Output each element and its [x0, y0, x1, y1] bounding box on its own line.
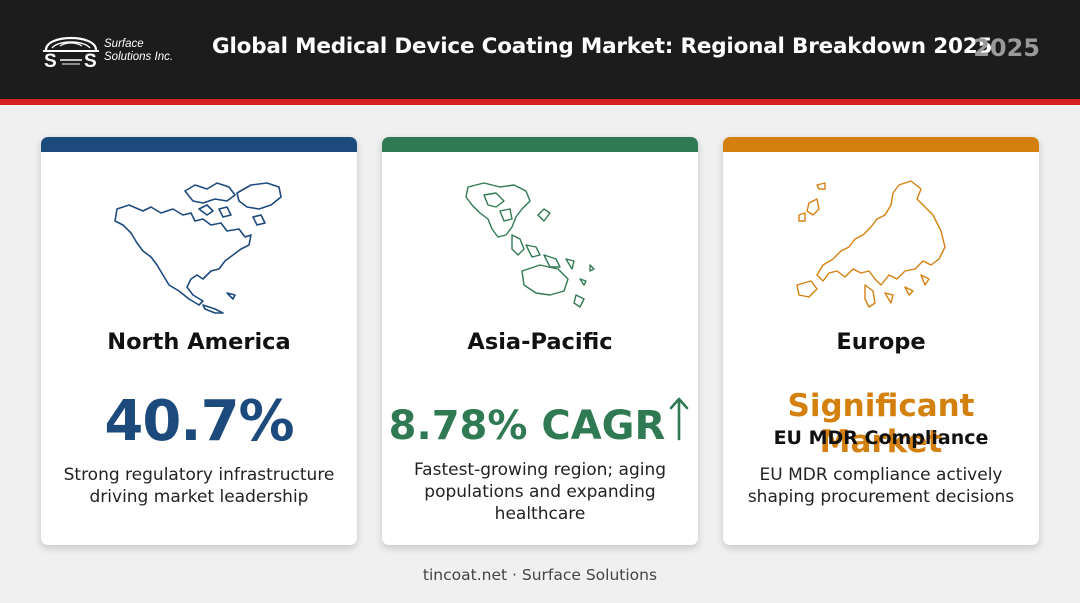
- growth-stat: 8.78% CAGR: [382, 395, 698, 449]
- header-accent-line: [0, 99, 1080, 105]
- card-north-america: North America 40.7% Strong regulatory in…: [41, 137, 357, 545]
- region-title: North America: [107, 329, 291, 355]
- logo-line-1: Surface: [104, 38, 144, 50]
- year-label: 2025: [973, 34, 1040, 62]
- header-bar: S S Surface Solutions Inc. Global Medica…: [0, 0, 1080, 99]
- logo-line-2: Solutions Inc.: [104, 51, 174, 63]
- company-logo: S S Surface Solutions Inc.: [40, 28, 190, 72]
- europe-map-icon: [796, 180, 946, 308]
- svg-text:S: S: [44, 51, 57, 72]
- region-description: Fastest-growing region; aging population…: [413, 460, 667, 524]
- market-status-stat: Significant Market: [787, 388, 975, 460]
- region-description: Strong regulatory infrastructure driving…: [63, 465, 335, 507]
- card-accent-bar: [382, 137, 698, 152]
- logo-text: Surface Solutions Inc.: [104, 38, 173, 64]
- card-accent-bar: [41, 137, 357, 152]
- market-share-stat: 40.7%: [104, 389, 294, 454]
- asia-pacific-map-icon: [465, 182, 595, 308]
- cagr-value: 8.78% CAGR: [388, 403, 666, 449]
- north-america-map-icon: [114, 182, 282, 314]
- region-title: Asia-Pacific: [467, 329, 613, 355]
- page-title: Global Medical Device Coating Market: Re…: [212, 34, 993, 59]
- region-description: EU MDR compliance actively shaping procu…: [747, 465, 1015, 507]
- card-asia-pacific: Asia-Pacific 8.78% CAGR Fastest-growing …: [382, 137, 698, 545]
- ss-logo-icon: S S: [43, 36, 99, 72]
- footer-text: tincoat.net · Surface Solutions: [422, 566, 658, 584]
- card-europe: Europe Significant Market EU MDR Complia…: [723, 137, 1039, 545]
- svg-text:S: S: [84, 51, 97, 72]
- card-accent-bar: [723, 137, 1039, 152]
- compliance-label: EU MDR Compliance: [773, 427, 989, 449]
- arrow-up-icon: [670, 397, 689, 441]
- region-title: Europe: [836, 329, 926, 355]
